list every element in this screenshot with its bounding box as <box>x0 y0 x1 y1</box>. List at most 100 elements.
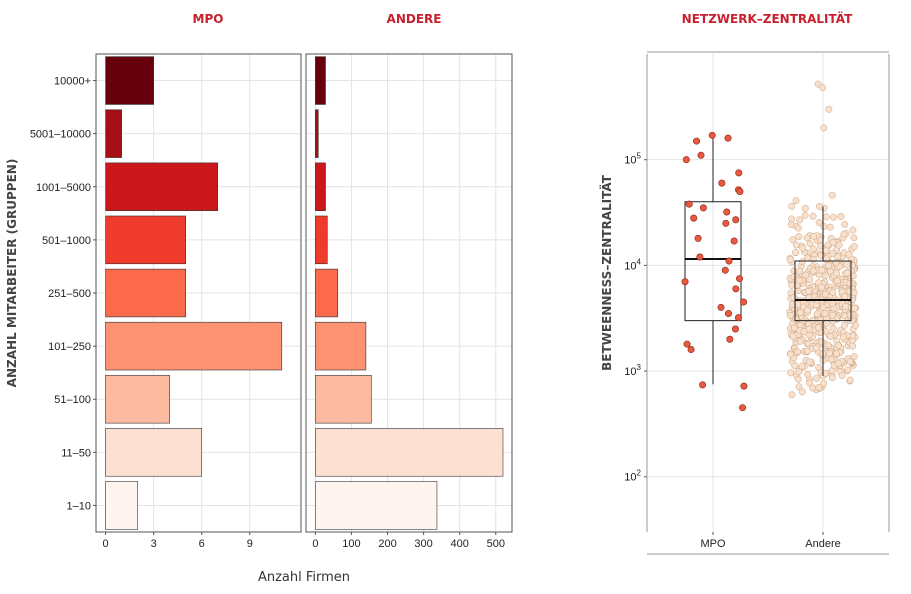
andere-point <box>802 271 810 279</box>
mpo-point <box>734 314 742 322</box>
andere-point <box>849 226 857 234</box>
andere-point <box>810 232 818 240</box>
mpo-bar <box>105 109 122 158</box>
mpo-point <box>740 298 748 306</box>
andere-point <box>824 341 832 349</box>
andere-bar-panel: 0 100 200 300 400 500 <box>305 53 513 550</box>
andere-x-tick-label: 0 <box>312 538 318 550</box>
andere-point <box>806 358 813 366</box>
mpo-point <box>732 216 740 224</box>
andere-point <box>834 253 842 261</box>
andere-point <box>791 362 799 370</box>
category-label: 1–10 <box>67 500 91 512</box>
andere-point <box>850 289 858 297</box>
andere-bar <box>315 375 372 424</box>
andere-point <box>834 342 842 349</box>
andere-point <box>850 234 858 242</box>
andere-point <box>805 325 813 333</box>
andere-point <box>846 358 854 366</box>
andere-point <box>824 241 832 249</box>
mpo-bar <box>105 162 219 211</box>
andere-point <box>851 304 859 312</box>
mpo-bar <box>105 321 283 371</box>
andere-point <box>826 223 834 231</box>
andere-bar <box>315 109 319 158</box>
andere-point <box>792 249 799 256</box>
mpo-point <box>697 151 705 159</box>
andere-point <box>842 302 850 310</box>
andere-point <box>823 319 831 327</box>
andere-point <box>818 283 825 291</box>
andere-point <box>850 353 858 361</box>
bar-x-axis-label: Anzahl Firmen <box>258 570 350 585</box>
andere-panel-title: ANDERE <box>387 12 442 26</box>
box-y-tick-label: 105 <box>624 152 641 167</box>
andere-point <box>809 245 817 253</box>
box-y-tick-exponent: 5 <box>637 152 642 161</box>
andere-point <box>792 241 800 249</box>
andere-point <box>841 220 849 228</box>
andere-point <box>794 375 802 383</box>
andere-point <box>849 342 857 350</box>
andere-point <box>786 311 794 319</box>
andere-point <box>798 388 806 396</box>
mpo-point <box>739 404 747 412</box>
andere-point <box>843 260 851 268</box>
mpo-point <box>724 310 732 318</box>
andere-point <box>806 240 814 248</box>
andere-point <box>828 191 836 199</box>
mpo-point <box>685 200 693 208</box>
andere-point <box>844 366 852 374</box>
andere-point <box>822 369 830 377</box>
mpo-point <box>732 285 740 293</box>
andere-point <box>798 362 806 370</box>
mpo-x-tick-label: 3 <box>151 538 157 550</box>
mpo-point <box>723 208 731 216</box>
andere-point <box>852 321 859 329</box>
andere-point <box>820 124 828 132</box>
andere-point <box>788 215 796 223</box>
andere-bar <box>315 481 438 530</box>
andere-point <box>796 337 804 345</box>
mpo-bar-panel: 10000+ 5001–10000 1001–5000 501–1000 251–500… <box>30 53 302 550</box>
andere-point <box>837 213 845 220</box>
andere-point <box>839 333 847 341</box>
andere-point <box>788 281 796 289</box>
category-label: 251–500 <box>48 288 91 300</box>
network-panel-title: NETZWERK–ZENTRALITÄT <box>682 11 853 26</box>
andere-point <box>838 372 846 379</box>
andere-point <box>827 355 835 363</box>
andere-point <box>796 267 804 275</box>
andere-point <box>815 383 823 391</box>
andere-point <box>818 266 826 274</box>
andere-point <box>801 204 809 212</box>
mpo-bar <box>105 268 186 318</box>
andere-bar <box>315 215 328 265</box>
mpo-x-tick-label: 0 <box>103 538 109 550</box>
andere-x-tick-label: 400 <box>451 538 469 550</box>
andere-point <box>851 243 858 250</box>
andere-point <box>786 256 794 264</box>
mpo-point <box>717 303 725 311</box>
andere-point <box>846 376 854 384</box>
andere-bar <box>315 162 326 211</box>
mpo-point <box>681 278 689 286</box>
andere-point <box>789 332 797 340</box>
andere-point <box>796 276 804 284</box>
mpo-point <box>740 382 748 390</box>
andere-point <box>794 224 802 232</box>
andere-point <box>816 203 823 210</box>
andere-point <box>829 288 837 296</box>
category-label: 11–50 <box>61 447 91 459</box>
andere-point <box>828 299 836 307</box>
andere-point <box>840 312 848 320</box>
andere-point <box>813 310 821 318</box>
andere-point <box>841 292 849 300</box>
andere-point <box>812 344 820 352</box>
box-x-tick-label: MPO <box>700 538 726 550</box>
andere-point <box>820 223 828 230</box>
andere-bar <box>315 268 339 318</box>
category-label: 501–1000 <box>42 235 91 247</box>
andere-point <box>829 311 837 319</box>
andere-point <box>841 321 848 329</box>
